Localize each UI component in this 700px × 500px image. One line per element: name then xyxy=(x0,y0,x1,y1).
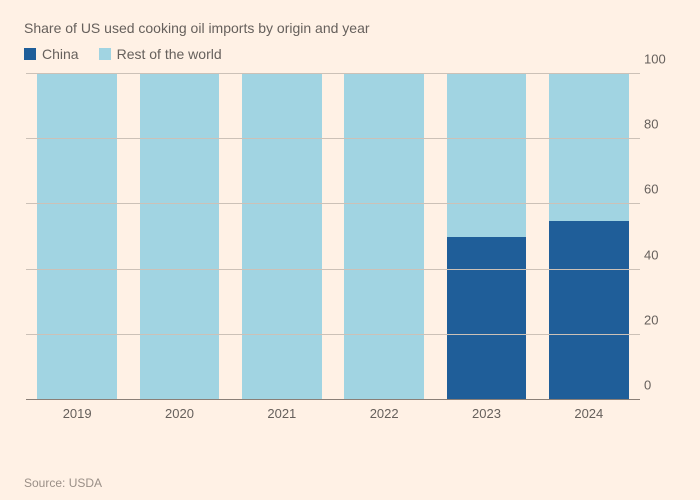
bar-segment xyxy=(344,74,424,400)
legend-item-china: China xyxy=(24,46,79,62)
legend-item-rest: Rest of the world xyxy=(99,46,222,62)
bar-segment xyxy=(447,237,527,400)
bar-slot xyxy=(128,74,230,400)
grid-line xyxy=(26,203,640,204)
bar xyxy=(242,74,322,400)
bar xyxy=(37,74,117,400)
x-tick-label: 2024 xyxy=(538,400,640,424)
y-tick-label: 100 xyxy=(644,52,672,67)
legend-swatch-china xyxy=(24,48,36,60)
plot: 020406080100 xyxy=(26,74,640,400)
chart-subtitle: Share of US used cooking oil imports by … xyxy=(24,20,676,36)
x-tick-label: 2021 xyxy=(231,400,333,424)
bar xyxy=(140,74,220,400)
legend: China Rest of the world xyxy=(24,46,676,62)
bar-segment xyxy=(447,74,527,237)
grid-line xyxy=(26,334,640,335)
bar-slot xyxy=(538,74,640,400)
grid-line xyxy=(26,269,640,270)
y-tick-label: 60 xyxy=(644,182,672,197)
chart-plot-area: 020406080100 201920202021202220232024 xyxy=(26,74,676,424)
x-tick-label: 2020 xyxy=(128,400,230,424)
y-tick-label: 40 xyxy=(644,247,672,262)
bar-segment xyxy=(242,74,322,400)
chart-container: Share of US used cooking oil imports by … xyxy=(0,0,700,500)
bar xyxy=(447,74,527,400)
bar-segment xyxy=(37,74,117,400)
legend-swatch-rest xyxy=(99,48,111,60)
bar xyxy=(549,74,629,400)
y-tick-label: 20 xyxy=(644,312,672,327)
x-axis-labels: 201920202021202220232024 xyxy=(26,400,640,424)
x-tick-label: 2023 xyxy=(435,400,537,424)
source-text: Source: USDA xyxy=(24,476,102,490)
x-tick-label: 2019 xyxy=(26,400,128,424)
bar-segment xyxy=(140,74,220,400)
bar-slot xyxy=(26,74,128,400)
x-tick-label: 2022 xyxy=(333,400,435,424)
legend-label: China xyxy=(42,46,79,62)
grid-line xyxy=(26,73,640,74)
legend-label: Rest of the world xyxy=(117,46,222,62)
bar-slot xyxy=(435,74,537,400)
y-tick-label: 0 xyxy=(644,378,672,393)
bar-slot xyxy=(231,74,333,400)
bar-segment xyxy=(549,221,629,400)
y-tick-label: 80 xyxy=(644,117,672,132)
bar-slot xyxy=(333,74,435,400)
bar-segment xyxy=(549,74,629,221)
bar xyxy=(344,74,424,400)
grid-line xyxy=(26,138,640,139)
bars-group xyxy=(26,74,640,400)
